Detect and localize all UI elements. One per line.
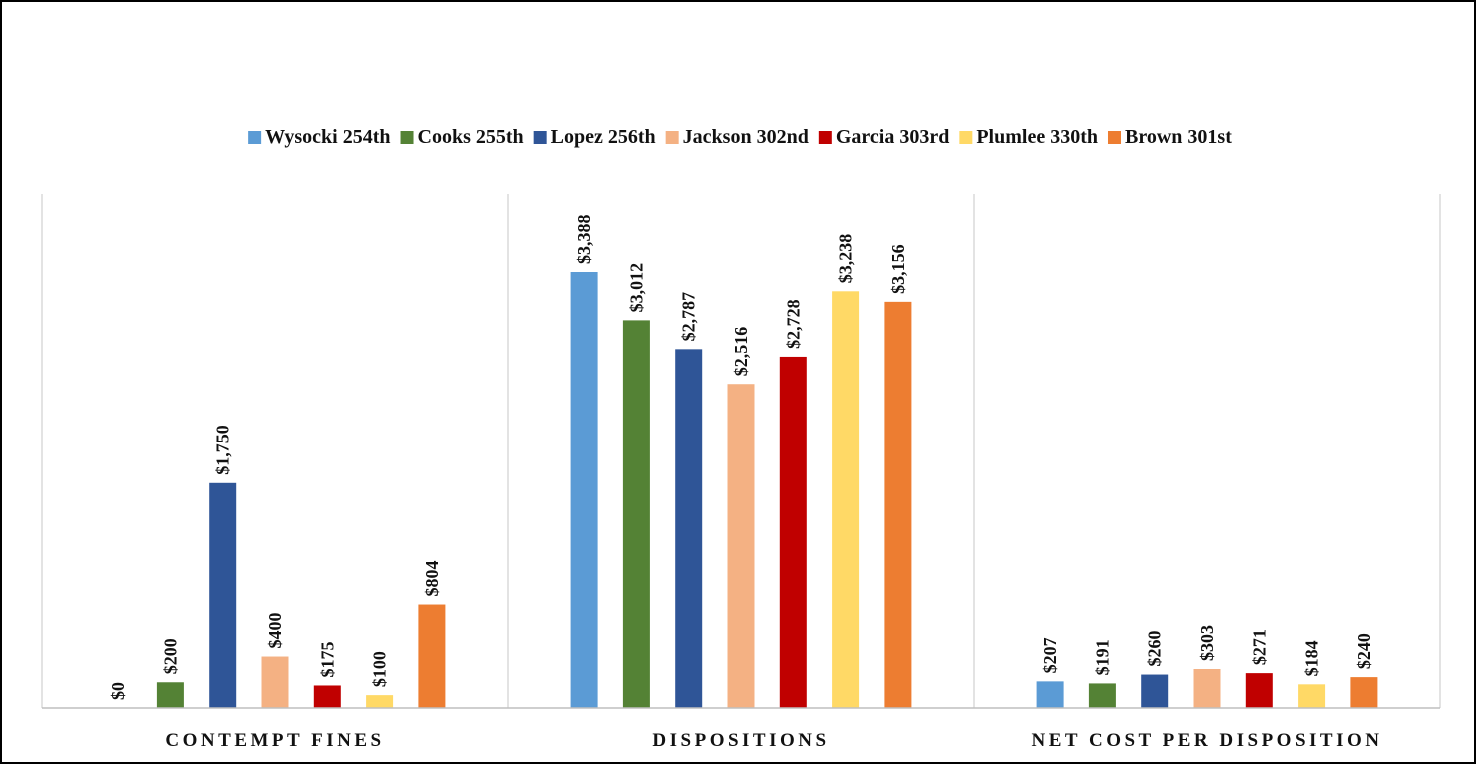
bar xyxy=(1245,673,1273,708)
legend-label: Lopez 256th xyxy=(551,126,656,148)
legend-item: Plumlee 330th xyxy=(959,126,1098,148)
legend-item: Cooks 255th xyxy=(400,126,524,148)
data-label: $0 xyxy=(108,682,128,700)
bar xyxy=(622,320,650,708)
bar xyxy=(156,682,184,708)
data-label: $2,728 xyxy=(783,299,803,349)
legend-swatch xyxy=(1107,131,1121,144)
legend-label: Brown 301st xyxy=(1125,126,1232,148)
legend-label: Plumlee 330th xyxy=(976,126,1098,148)
data-label: $200 xyxy=(160,638,180,674)
data-label: $271 xyxy=(1249,629,1269,665)
bar xyxy=(1088,683,1116,708)
legend-swatch xyxy=(533,131,547,144)
legend-swatch xyxy=(248,131,262,144)
legend-swatch xyxy=(400,131,414,144)
legend-label: Wysocki 254th xyxy=(265,126,390,148)
bar xyxy=(1036,681,1064,708)
category-label: DISPOSITIONS xyxy=(652,730,829,751)
legend-label: Cooks 255th xyxy=(418,126,524,148)
bar xyxy=(727,384,755,708)
data-label: $303 xyxy=(1197,625,1217,661)
data-label: $240 xyxy=(1354,633,1374,669)
data-label: $2,516 xyxy=(731,327,751,377)
data-label: $1,750 xyxy=(213,425,233,475)
category-label: NET COST PER DISPOSITION xyxy=(1032,730,1383,751)
data-label: $3,238 xyxy=(836,234,856,284)
data-label: $3,012 xyxy=(626,263,646,313)
bar xyxy=(1298,684,1326,708)
legend-swatch xyxy=(818,131,832,144)
bar xyxy=(418,604,446,708)
legend-label: Jackson 302nd xyxy=(683,126,809,148)
category-label: CONTEMPT FINES xyxy=(165,730,384,751)
bar xyxy=(570,272,598,708)
data-label: $191 xyxy=(1092,639,1112,675)
legend-swatch xyxy=(665,131,679,144)
legend-item: Wysocki 254th xyxy=(248,126,391,148)
value-labels: $0 $200 $1,750 $400 $175 $100 $804 $3,388 $3,012… xyxy=(108,215,1374,701)
legend-item: Garcia 303rd xyxy=(818,126,950,148)
bars xyxy=(156,272,1378,708)
legend-swatch xyxy=(959,131,973,144)
category-labels: CONTEMPT FINES DISPOSITIONS NET COST PER D… xyxy=(165,730,1383,751)
data-label: $2,787 xyxy=(679,292,699,342)
data-label: $804 xyxy=(422,561,442,597)
legend: Wysocki 254th Cooks 255th Lopez 256th Jacks… xyxy=(248,126,1232,148)
category-dividers xyxy=(41,194,1441,708)
data-label: $3,156 xyxy=(888,244,908,294)
bar xyxy=(779,356,807,708)
data-label: $100 xyxy=(370,651,390,687)
bar xyxy=(1141,674,1169,708)
legend-item: Brown 301st xyxy=(1107,126,1232,148)
bar xyxy=(366,695,394,708)
legend-label: Garcia 303rd xyxy=(836,126,950,148)
data-label: $260 xyxy=(1145,631,1165,667)
data-label: $207 xyxy=(1040,637,1060,673)
data-label: $400 xyxy=(265,613,285,649)
bar xyxy=(313,685,341,708)
data-label: $175 xyxy=(317,641,337,677)
bar xyxy=(832,291,860,708)
bar xyxy=(675,349,703,708)
data-label: $184 xyxy=(1302,640,1322,676)
legend-item: Lopez 256th xyxy=(533,126,656,148)
bar xyxy=(261,656,289,708)
bar xyxy=(884,301,912,708)
bar xyxy=(1193,669,1221,708)
bar xyxy=(209,482,237,708)
legend-item: Jackson 302nd xyxy=(665,126,809,148)
data-label: $3,388 xyxy=(574,215,594,265)
bar xyxy=(1350,677,1378,708)
